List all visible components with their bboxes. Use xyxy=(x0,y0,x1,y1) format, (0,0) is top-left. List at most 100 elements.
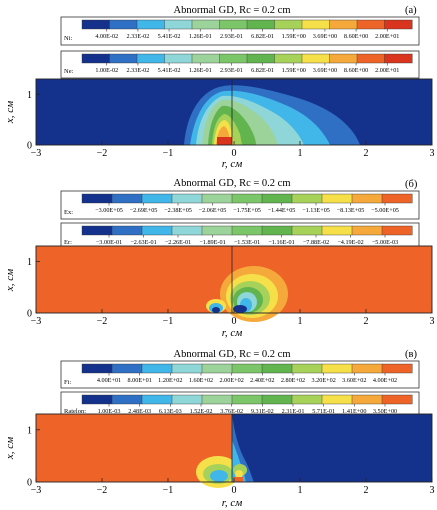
colorbar-swatch xyxy=(351,193,383,204)
panel-c-title: Abnormal GD, Rc = 0.2 cm xyxy=(173,349,290,360)
panel-c-heatmap xyxy=(36,414,432,488)
colorbar-tick-label: −2.63E-01 xyxy=(130,239,156,246)
panel-a-letter: (а) xyxy=(405,5,417,16)
colorbar-label: Er: xyxy=(64,239,72,246)
colorbar-tick-label: −1.13E+05 xyxy=(302,207,330,214)
colorbar-swatch xyxy=(261,394,293,405)
colorbar-swatches xyxy=(81,225,413,236)
panel-a-axis-ticks: −3 −2 −1 0 1 2 3 0 1 xyxy=(27,90,435,159)
colorbar-swatch xyxy=(164,19,193,30)
colorbar-tick-label: 8.00E+01 xyxy=(128,377,152,384)
colorbar-swatches xyxy=(81,394,413,405)
colorbar-label: Fi: xyxy=(64,379,71,386)
colorbar-swatch xyxy=(261,225,293,236)
colorbar-swatch xyxy=(329,19,358,30)
colorbar-tick-label: 3.60E+02 xyxy=(342,377,366,384)
colorbar-swatches xyxy=(81,193,413,204)
x-tick-label: −3 xyxy=(31,148,42,159)
x-tick-label: 2 xyxy=(364,316,369,327)
colorbar-tick-label: −1.16E-01 xyxy=(268,239,294,246)
colorbar-tick-label: −3.00E+05 xyxy=(95,207,123,214)
colorbar-swatch xyxy=(321,394,353,405)
x-tick-label: 3 xyxy=(430,148,435,159)
colorbar-swatch xyxy=(201,394,233,405)
colorbar-tick-label: 1.26E-01 xyxy=(189,67,212,74)
panel-b-title: Abnormal GD, Rc = 0.2 cm xyxy=(173,178,290,189)
colorbar-swatch xyxy=(381,394,413,405)
y-tick-label: 1 xyxy=(27,90,32,101)
x-tick-label: 2 xyxy=(364,485,369,496)
colorbar-tick-label: 3.69E+00 xyxy=(313,33,337,40)
colorbar-tick-label: −2.38E+05 xyxy=(164,207,192,214)
colorbar-tick-label: 1.20E+02 xyxy=(158,377,182,384)
y-tick-label: 0 xyxy=(27,309,32,320)
colorbar-swatch xyxy=(384,19,413,30)
colorbar-swatch xyxy=(321,225,353,236)
panel-a-title: Abnormal GD, Rc = 0.2 cm xyxy=(173,5,290,16)
colorbar-tick-label: 2.48E-03 xyxy=(128,408,151,415)
colorbar-tick-label: 8.60E+00 xyxy=(344,67,368,74)
panel-c-letter: (в) xyxy=(405,349,417,360)
x-tick-label: 1 xyxy=(298,148,303,159)
colorbar-tick-label: −2.69E+05 xyxy=(130,207,158,214)
colorbar-swatch xyxy=(141,193,173,204)
colorbar-tick-label: 9.31E-02 xyxy=(251,408,274,415)
colorbar-swatch xyxy=(136,53,165,64)
colorbar-tick-label: 5.41E-02 xyxy=(158,67,181,74)
colorbar-swatch xyxy=(171,193,203,204)
x-tick-label: 0 xyxy=(232,148,237,159)
colorbar-tick-label: 1.52E-02 xyxy=(190,408,213,415)
colorbar-swatch xyxy=(111,394,143,405)
x-tick-label: 0 xyxy=(232,316,237,327)
colorbar-swatch xyxy=(111,225,143,236)
panel-a-heatmap xyxy=(36,79,432,145)
x-tick-label: −2 xyxy=(97,148,108,159)
colorbar-swatch xyxy=(164,53,193,64)
colorbar-tick-labels: 1.00E-03 2.48E-03 6.13E-03 1.52E-02 3.76E-02… xyxy=(98,404,397,415)
x-tick-label: −3 xyxy=(31,485,42,496)
colorbar-swatch xyxy=(109,53,138,64)
panel-c: Abnormal GD, Rc = 0.2 cm (в) Fi: 4.00E+0… xyxy=(4,349,435,509)
colorbar-tick-label: 2.93E-01 xyxy=(220,33,243,40)
colorbar-frame xyxy=(60,16,420,46)
colorbar-tick-label: −1.53E-01 xyxy=(234,239,260,246)
colorbar-tick-label: 3.20E+02 xyxy=(312,377,336,384)
y-tick-label: 0 xyxy=(27,478,32,489)
colorbar-tick-label: 3.76E-02 xyxy=(220,408,243,415)
colorbar-swatch xyxy=(191,19,220,30)
colorbar-swatch xyxy=(141,394,173,405)
x-tick-label: 2 xyxy=(364,148,369,159)
colorbar-swatch xyxy=(171,363,203,374)
colorbar-swatch xyxy=(231,363,263,374)
colorbar-swatches xyxy=(81,53,413,64)
colorbar-swatch xyxy=(231,225,263,236)
colorbar-swatch xyxy=(291,363,323,374)
colorbar-swatch xyxy=(81,53,110,64)
colorbar-tick-label: 5.71E-01 xyxy=(312,408,335,415)
x-tick-label: −3 xyxy=(31,316,42,327)
colorbar-swatch xyxy=(329,53,358,64)
colorbar-tick-label: −4.19E-02 xyxy=(337,239,363,246)
colorbar-swatch xyxy=(384,53,413,64)
colorbar-swatch xyxy=(231,193,263,204)
x-tick-label: 1 xyxy=(298,485,303,496)
colorbar-swatch xyxy=(321,193,353,204)
colorbar-swatch xyxy=(171,225,203,236)
colorbar-tick-label: 1.59E+00 xyxy=(282,67,306,74)
colorbar-swatch xyxy=(301,19,330,30)
colorbar-swatch xyxy=(246,19,275,30)
y-tick-label: 1 xyxy=(27,425,32,436)
colorbar-swatch xyxy=(81,225,113,236)
panel-c-xlabel: r, см xyxy=(222,497,242,509)
colorbar-swatch xyxy=(201,225,233,236)
colorbar-swatches xyxy=(81,19,413,30)
colorbar-tick-label: 2.31E-01 xyxy=(282,408,305,415)
colorbar-tick-labels: 1.00E-02 2.33E-02 5.41E-02 1.26E-01 2.93E-01… xyxy=(95,63,399,74)
colorbar-tick-label: −8.13E+05 xyxy=(337,207,365,214)
colorbar-swatch xyxy=(111,193,143,204)
colorbar-swatch xyxy=(356,19,385,30)
colorbar-tick-label: −1.89E-01 xyxy=(199,239,225,246)
colorbar-tick-label: 3.69E+00 xyxy=(313,67,337,74)
panel-b-letter: (б) xyxy=(405,179,418,190)
